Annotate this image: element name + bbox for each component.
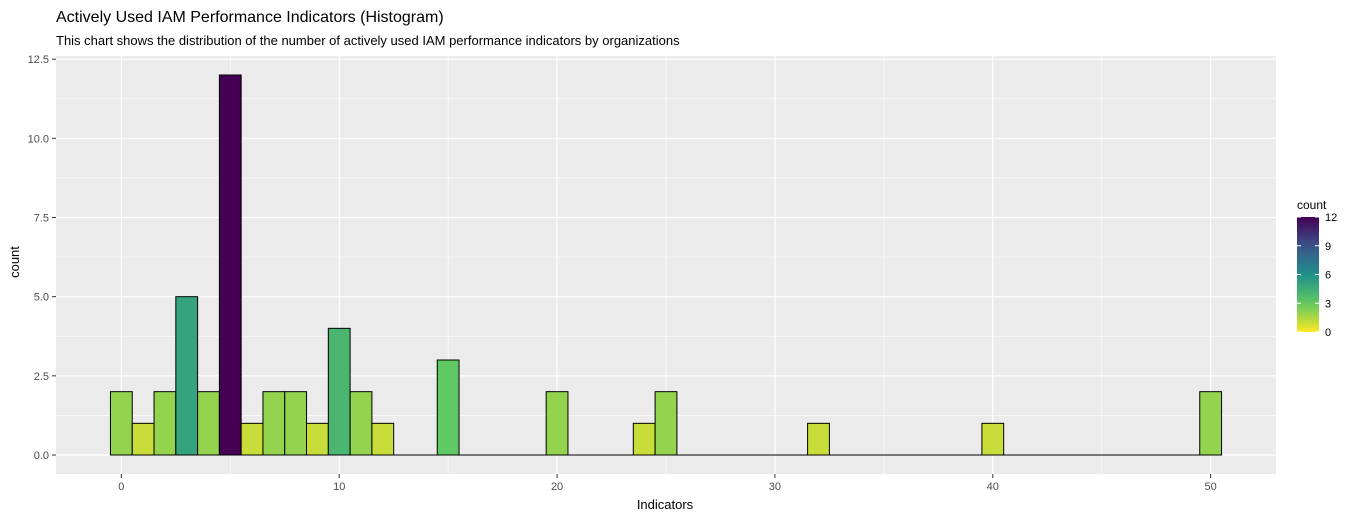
y-tick-label: 2.5 (34, 371, 49, 383)
histogram-bar (109, 391, 133, 456)
histogram-bar (981, 422, 1005, 456)
y-tick-label: 5.0 (34, 292, 49, 304)
x-tick-label: 20 (551, 481, 563, 493)
x-tick-label: 40 (987, 481, 999, 493)
x-tick-label: 30 (769, 481, 781, 493)
legend-tick-label: 6 (1325, 270, 1331, 282)
x-tick-label: 50 (1205, 481, 1217, 493)
histogram-bar (153, 391, 177, 456)
legend-colorbar (1297, 217, 1319, 332)
y-tick-label: 10.0 (28, 133, 49, 145)
histogram-bar (306, 422, 329, 456)
histogram-bar (632, 422, 656, 456)
histogram-bar (371, 422, 395, 456)
histogram-bar (1199, 391, 1223, 456)
histogram-bar (327, 327, 351, 456)
y-tick-label: 12.5 (28, 54, 49, 66)
x-tick-label: 0 (118, 481, 124, 493)
legend-title: count (1297, 198, 1327, 212)
histogram-bar (807, 422, 830, 456)
histogram-bar (545, 391, 569, 456)
y-axis-title: count (7, 246, 22, 278)
legend-tick-label: 3 (1325, 298, 1331, 310)
histogram-bar (131, 422, 155, 456)
color-legend: count 0 3 6 9 12 (1297, 198, 1337, 339)
chart-title: Actively Used IAM Performance Indicators… (56, 9, 444, 26)
histogram-bar (175, 296, 199, 456)
histogram-bar (284, 391, 308, 456)
histogram-bar (240, 422, 264, 456)
x-tick-label: 10 (333, 481, 345, 493)
legend-tick-label: 9 (1325, 241, 1331, 253)
histogram-bar (436, 359, 460, 456)
y-tick-label: 7.5 (34, 213, 49, 225)
histogram-bar (197, 391, 220, 456)
legend-tick-label: 12 (1325, 212, 1337, 224)
histogram-bars (109, 74, 1223, 456)
histogram-bar (218, 74, 242, 456)
chart-subtitle: This chart shows the distribution of the… (56, 33, 680, 48)
histogram-bar (654, 391, 678, 456)
y-tick-label: 0.0 (34, 450, 49, 462)
histogram-bar (262, 391, 286, 456)
x-axis-ticks: 0 10 20 30 40 50 (118, 474, 1217, 493)
y-axis-ticks: 0.0 2.5 5.0 7.5 10.0 12.5 (28, 54, 56, 462)
legend-ticks: 0 3 6 9 12 (1297, 212, 1337, 339)
histogram-bar (349, 391, 373, 456)
x-axis-title: Indicators (637, 497, 694, 512)
legend-tick-label: 0 (1325, 327, 1331, 339)
